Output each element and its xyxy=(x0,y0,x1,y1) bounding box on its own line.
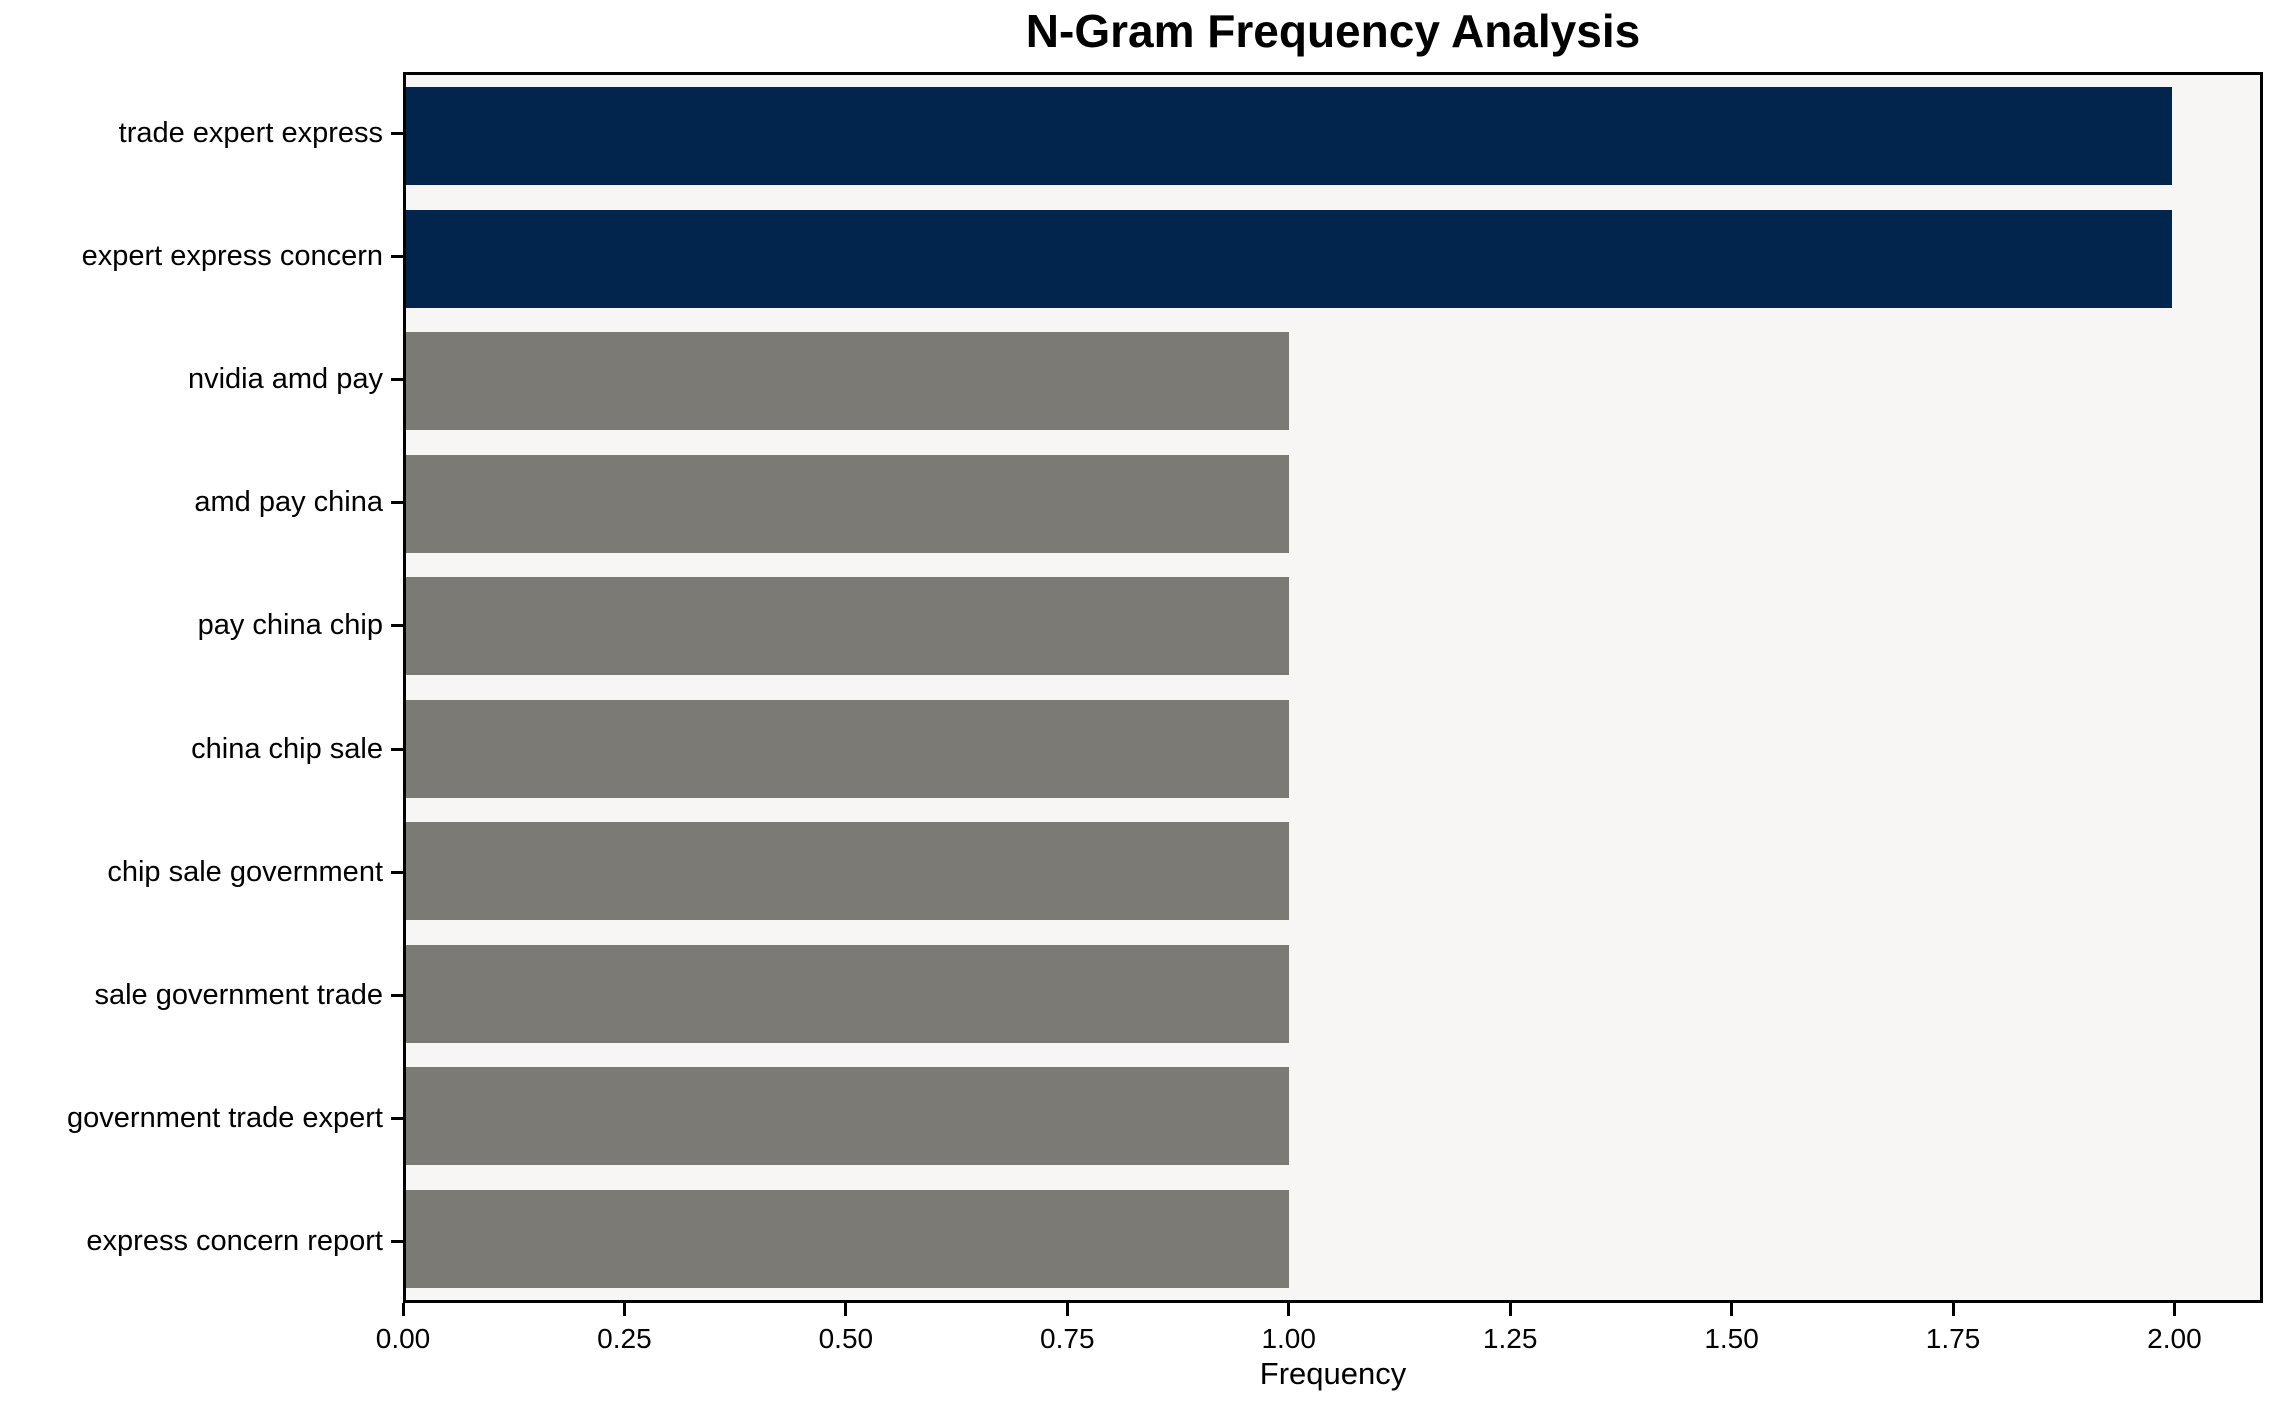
bar-row xyxy=(406,688,2260,811)
bar-chip-sale-government xyxy=(406,822,1289,921)
y-tick-label: china chip sale xyxy=(191,732,383,765)
y-tick-row: express concern report xyxy=(0,1180,403,1303)
y-tick-mark xyxy=(391,747,403,751)
y-tick-label: expert express concern xyxy=(81,240,383,273)
x-tick-label: 2.00 xyxy=(2147,1323,2202,1354)
y-tick-label: nvidia amd pay xyxy=(187,363,383,396)
y-tick-row: amd pay china xyxy=(0,441,403,564)
y-tick-row: chip sale government xyxy=(0,811,403,934)
x-tick-mark xyxy=(622,1303,626,1316)
y-axis-labels: trade expert express expert express conce… xyxy=(0,72,403,1303)
y-tick-label: amd pay china xyxy=(194,486,383,519)
x-tick-mark xyxy=(1287,1303,1291,1316)
y-tick-mark xyxy=(391,501,403,505)
y-tick-mark xyxy=(391,993,403,997)
bar-row xyxy=(406,810,2260,933)
y-tick-label: chip sale government xyxy=(107,855,383,888)
chart-title: N-Gram Frequency Analysis xyxy=(1025,5,1641,57)
bar-government-trade-expert xyxy=(406,1067,1289,1166)
x-tick-label: 1.50 xyxy=(1704,1323,1759,1354)
y-tick-label: sale government trade xyxy=(94,978,383,1011)
x-tick-label: 0.00 xyxy=(375,1323,431,1354)
y-tick-mark xyxy=(391,378,403,382)
bar-pay-china-chip xyxy=(406,577,1289,676)
y-tick-label: express concern report xyxy=(86,1224,383,1257)
bar-row xyxy=(406,443,2260,566)
y-tick-row: expert express concern xyxy=(0,195,403,318)
x-tick-label: 0.25 xyxy=(597,1323,652,1354)
x-tick-mark xyxy=(401,1303,405,1316)
bar-sale-government-trade xyxy=(406,944,1289,1043)
x-tick-label: 1.00 xyxy=(1261,1323,1316,1354)
y-tick-mark xyxy=(391,255,403,259)
bar-amd-pay-china xyxy=(406,454,1289,553)
y-tick-mark xyxy=(391,1116,403,1120)
y-tick-mark xyxy=(391,624,403,628)
y-tick-row: nvidia amd pay xyxy=(0,318,403,441)
y-tick-mark xyxy=(391,1239,403,1243)
bar-express-concern-report xyxy=(406,1189,1289,1288)
bar-row xyxy=(406,198,2260,321)
bar-row xyxy=(406,75,2260,198)
bar-row xyxy=(406,933,2260,1056)
bar-row xyxy=(406,1178,2260,1301)
y-tick-row: china chip sale xyxy=(0,687,403,810)
y-tick-row: trade expert express xyxy=(0,72,403,195)
x-tick-mark xyxy=(1065,1303,1069,1316)
y-tick-mark xyxy=(391,870,403,874)
x-tick-label: 1.25 xyxy=(1482,1323,1538,1354)
y-tick-row: government trade expert xyxy=(0,1057,403,1180)
x-tick-mark xyxy=(844,1303,848,1316)
bar-row xyxy=(406,565,2260,688)
y-tick-row: pay china chip xyxy=(0,564,403,687)
y-tick-label: government trade expert xyxy=(67,1101,383,1134)
y-tick-label: trade expert express xyxy=(118,117,383,150)
x-tick-label: 0.75 xyxy=(1040,1323,1095,1354)
x-axis-ticks: 0.00 0.25 0.50 0.75 1.00 1.25 1.50 1.75 2.00 xyxy=(376,1303,2263,1393)
x-tick-label: 0.50 xyxy=(818,1323,874,1354)
bar-row xyxy=(406,1055,2260,1178)
bar-nvidia-amd-pay xyxy=(406,332,1289,431)
y-tick-mark xyxy=(391,132,403,136)
bar-trade-expert-express xyxy=(406,87,2172,186)
x-axis-title: Frequency xyxy=(1259,1356,1407,1391)
x-tick-mark xyxy=(2172,1303,2176,1316)
x-tick-mark xyxy=(1508,1303,1512,1316)
bar-china-chip-sale xyxy=(406,699,1289,798)
bar-row xyxy=(406,320,2260,443)
plot-area xyxy=(403,72,2263,1303)
y-tick-row: sale government trade xyxy=(0,934,403,1057)
bars-container xyxy=(406,75,2260,1300)
y-tick-label: pay china chip xyxy=(197,609,383,642)
x-tick-label: 1.75 xyxy=(1925,1323,1981,1354)
bar-expert-express-concern xyxy=(406,209,2172,308)
x-tick-mark xyxy=(1951,1303,1955,1316)
x-tick-mark xyxy=(1730,1303,1734,1316)
